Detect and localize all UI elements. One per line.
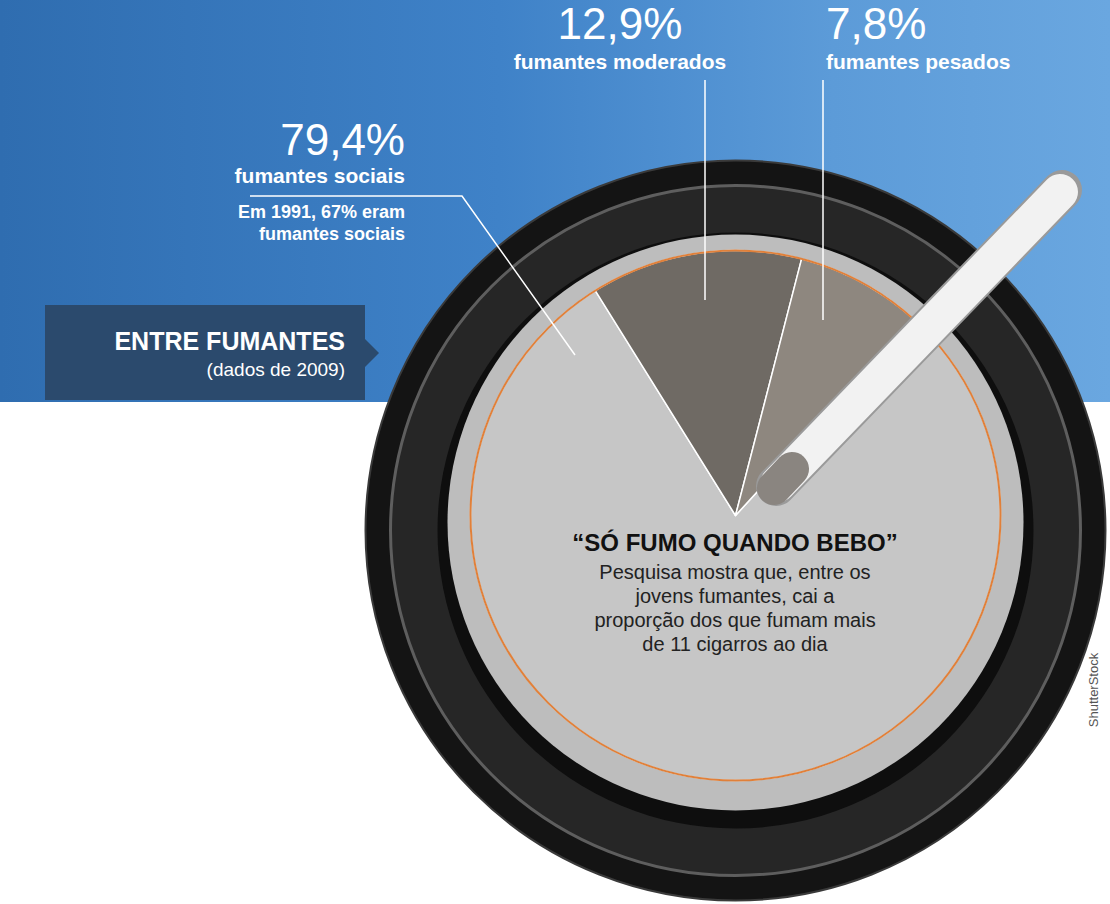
html-text:fumantes moderados: fumantes moderados [513,50,727,73]
html-text:fumantes sociais: fumantes sociais [258,223,405,244]
html-text:ENTRE FUMANTES: ENTRE FUMANTES [114,327,345,355]
html-text:de 11 cigarros ao dia: de 11 cigarros ao dia [642,633,828,655]
html-text:12,9%: 12,9% [557,0,683,48]
html-text:fumantes sociais: fumantes sociais [234,164,405,187]
html-text:“SÓ FUMO QUANDO BEBO”: “SÓ FUMO QUANDO BEBO” [572,529,898,556]
html-text:fumantes pesados: fumantes pesados [826,50,1011,73]
html-text:7,8%: 7,8% [826,0,927,48]
svg-text:ShutterStock: ShutterStock [1086,652,1101,727]
html-text:79,4%: 79,4% [280,115,405,164]
html-text:jovens fumantes, cai a: jovens fumantes, cai a [635,585,835,607]
html-text:proporção dos que fumam mais: proporção dos que fumam mais [594,609,876,631]
html-text:(dados de 2009): (dados de 2009) [206,359,345,380]
html-text:Em 1991, 67% eram: Em 1991, 67% eram [237,202,405,222]
html-text:Pesquisa mostra que, entre os: Pesquisa mostra que, entre os [599,561,871,583]
